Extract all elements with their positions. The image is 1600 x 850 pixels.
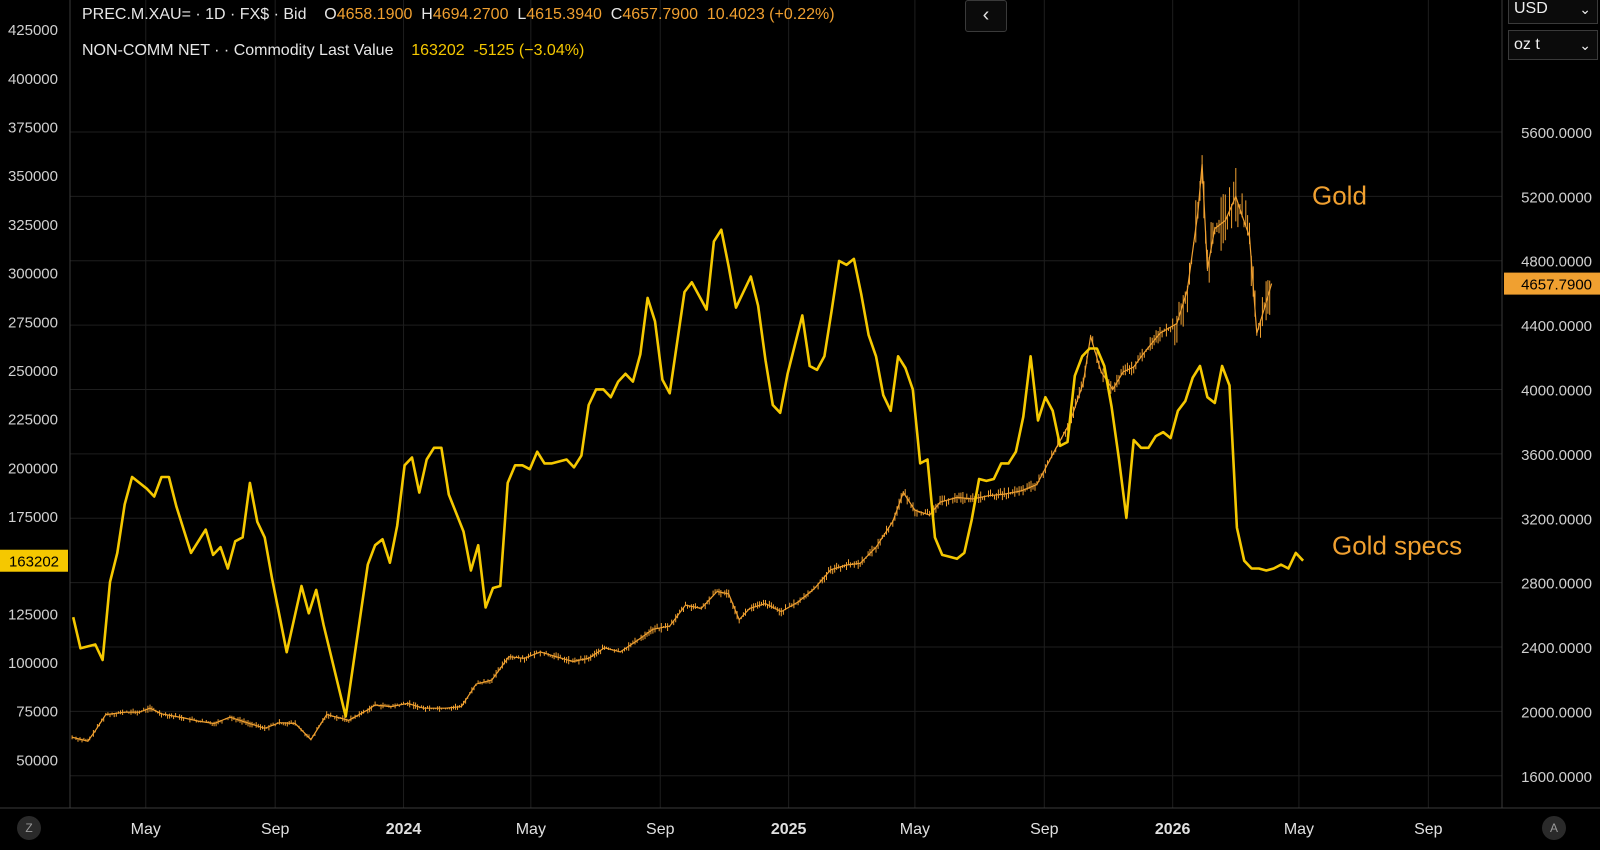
x-axis-tick-label: May [516, 821, 546, 838]
left-axis-tick-label: 200000 [8, 460, 58, 477]
price-change: 10.4023 (+0.22%) [706, 6, 835, 23]
chevron-down-icon: ⌄ [1579, 1, 1591, 17]
low-value: 4615.3940 [526, 6, 602, 23]
left-axis-tick-label: 350000 [8, 168, 58, 185]
specs-value: 163202 [411, 42, 465, 59]
open-value: 4658.1900 [336, 6, 413, 23]
x-axis-tick-label: May [1284, 821, 1314, 838]
unit-select[interactable]: oz t ⌄ [1508, 30, 1598, 60]
left-axis-tick-label: 225000 [8, 412, 58, 429]
left-axis-tick-label: 50000 [16, 752, 58, 769]
gold-price-line [71, 164, 1273, 742]
right-axis-tick-label: 3600.0000 [1521, 447, 1592, 464]
unit-value: oz t [1514, 36, 1540, 53]
right-axis-tick-label: 4800.0000 [1521, 254, 1592, 271]
x-axis-tick-label: 2024 [386, 821, 422, 838]
high-label: H [421, 6, 433, 23]
x-axis-tick-label: May [900, 821, 930, 838]
left-axis-tick-label: 275000 [8, 314, 58, 331]
gold-last-value-badge [1504, 272, 1600, 295]
auto-scale-label: A [1549, 821, 1558, 835]
left-axis-tick-label: 400000 [8, 71, 58, 88]
left-axis-tick-label: 250000 [8, 363, 58, 380]
right-axis-tick-label: 2400.0000 [1521, 640, 1592, 657]
right-axis-tick-label: 4000.0000 [1521, 383, 1592, 400]
right-axis-tick-label: 4400.0000 [1521, 318, 1592, 335]
symbol-label: PREC.M.XAU= · 1D · FX$ · Bid [82, 6, 307, 23]
left-axis-tick-label: 175000 [8, 509, 58, 526]
left-axis-tick-label: 75000 [16, 704, 58, 721]
currency-value: USD [1514, 0, 1548, 17]
left-axis-tick-label: 100000 [8, 655, 58, 672]
x-axis-tick-label: Sep [646, 821, 675, 838]
specs-last-value-text: 163202 [9, 554, 59, 571]
gold-specs-annotation: Gold specs [1332, 531, 1462, 561]
specs-legend: NON-COMM NET · · Commodity Last Value 16… [82, 42, 584, 60]
left-axis-tick-label: 300000 [8, 266, 58, 283]
close-label: C [610, 6, 623, 23]
x-axis-tick-label: Sep [1414, 821, 1443, 838]
right-axis-tick-label: 5200.0000 [1521, 189, 1592, 206]
price-legend: PREC.M.XAU= · 1D · FX$ · Bid O4658.1900 … [82, 6, 835, 24]
x-axis-tick-label: Sep [261, 821, 290, 838]
auto-scale-button[interactable]: A [1542, 816, 1566, 840]
grid-layer [70, 0, 1502, 808]
low-label: L [517, 6, 527, 23]
x-axis-tick-label: May [131, 821, 161, 838]
series-layer [71, 155, 1305, 743]
close-value: 4657.7900 [622, 6, 698, 23]
zoom-button[interactable]: Z [17, 816, 41, 840]
specs-series-name: NON-COMM NET · · Commodity Last Value [82, 42, 394, 59]
gold-specs-line [71, 228, 1305, 718]
right-axis-tick-label: 3200.0000 [1521, 511, 1592, 528]
gold-annotation: Gold [1312, 180, 1367, 210]
right-axis-tick-label: 1600.0000 [1521, 769, 1592, 786]
left-axis-tick-label: 125000 [8, 606, 58, 623]
right-axis-tick-label: 2000.0000 [1521, 704, 1592, 721]
right-axis-tick-label: 5600.0000 [1521, 125, 1592, 142]
gold-last-value-text: 4657.7900 [1521, 277, 1592, 294]
right-axis-tick-label: 2800.0000 [1521, 576, 1592, 593]
specs-change: -5125 (−3.04%) [473, 42, 585, 59]
currency-select[interactable]: USD ⌄ [1508, 0, 1598, 24]
high-value: 4694.2700 [432, 6, 509, 23]
chevron-down-icon: ⌄ [1579, 37, 1591, 53]
chevron-left-icon: ‹ [982, 4, 990, 26]
open-label: O [324, 6, 337, 23]
left-axis-tick-label: 425000 [8, 22, 58, 39]
specs-last-value-badge [0, 549, 68, 572]
left-axis-tick-label: 375000 [8, 120, 58, 137]
left-axis-tick-label: 325000 [8, 217, 58, 234]
x-axis-tick-label: 2025 [771, 821, 807, 838]
label-layer: Gold Gold specs 163202 4657.7900 [0, 180, 1600, 572]
collapse-legend-button[interactable]: ‹ [965, 0, 1007, 32]
x-axis-tick-label: Sep [1030, 821, 1059, 838]
zoom-label: Z [25, 821, 33, 835]
x-axis-tick-label: 2026 [1155, 821, 1191, 838]
